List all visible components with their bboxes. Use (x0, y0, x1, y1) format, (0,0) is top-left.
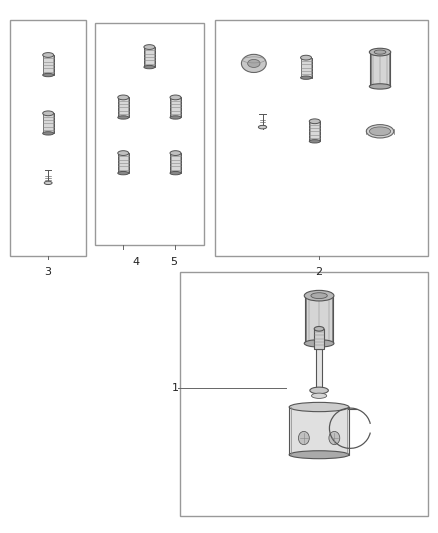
Text: 5: 5 (170, 257, 177, 267)
Ellipse shape (118, 95, 129, 100)
Bar (370, 52, 390, 86)
Text: 3: 3 (45, 266, 51, 277)
Ellipse shape (118, 151, 129, 156)
Bar (118, 153, 129, 173)
Ellipse shape (314, 327, 324, 331)
Ellipse shape (309, 140, 320, 143)
Ellipse shape (366, 125, 394, 138)
Text: 4: 4 (133, 257, 140, 267)
Ellipse shape (369, 49, 391, 56)
Ellipse shape (118, 172, 129, 175)
Ellipse shape (309, 119, 320, 124)
Ellipse shape (44, 181, 52, 184)
Bar (42, 55, 54, 75)
Ellipse shape (304, 340, 334, 347)
Circle shape (329, 431, 340, 445)
Ellipse shape (118, 116, 129, 119)
Bar (144, 47, 155, 67)
Ellipse shape (42, 74, 54, 77)
Ellipse shape (170, 172, 181, 175)
Bar (316, 349, 322, 392)
Ellipse shape (311, 393, 327, 398)
Ellipse shape (310, 387, 328, 394)
Ellipse shape (247, 59, 260, 68)
Bar (95, 22, 204, 245)
Bar (300, 58, 311, 78)
Ellipse shape (300, 55, 311, 60)
Bar (309, 122, 320, 141)
Ellipse shape (170, 116, 181, 119)
Ellipse shape (42, 53, 54, 58)
Bar (180, 272, 428, 516)
Ellipse shape (311, 293, 327, 298)
Bar (289, 407, 349, 455)
Text: 2: 2 (315, 266, 323, 277)
Bar (314, 329, 324, 349)
Ellipse shape (42, 111, 54, 116)
Ellipse shape (144, 45, 155, 50)
Bar (10, 20, 86, 256)
Ellipse shape (370, 127, 391, 136)
Ellipse shape (289, 451, 349, 459)
Circle shape (298, 431, 309, 445)
Ellipse shape (369, 84, 391, 89)
Text: 1: 1 (172, 383, 179, 393)
Bar (118, 98, 129, 117)
Bar (170, 153, 181, 173)
Ellipse shape (304, 290, 334, 301)
Ellipse shape (170, 151, 181, 156)
Bar (305, 296, 333, 343)
Ellipse shape (42, 132, 54, 135)
Ellipse shape (170, 95, 181, 100)
Bar (42, 114, 54, 133)
Ellipse shape (374, 50, 386, 54)
Ellipse shape (144, 66, 155, 69)
Ellipse shape (300, 76, 311, 79)
Ellipse shape (258, 125, 267, 129)
Ellipse shape (289, 402, 349, 411)
Bar (215, 20, 428, 256)
Ellipse shape (241, 54, 266, 72)
Bar (170, 98, 181, 117)
